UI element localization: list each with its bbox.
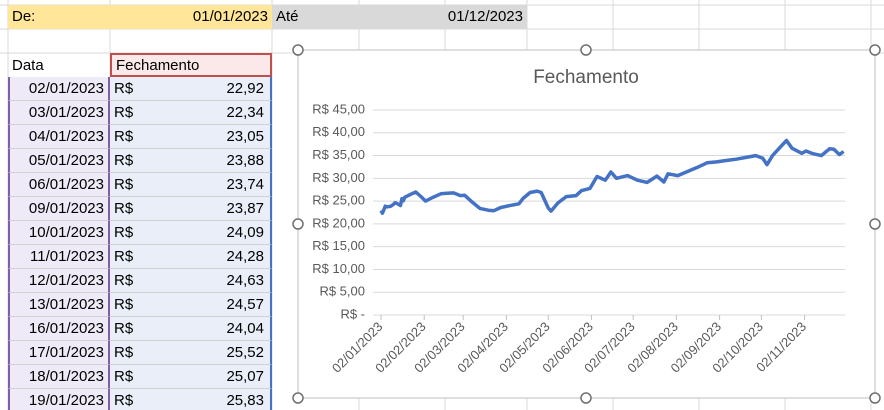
column-header: Fechamento (110, 53, 272, 77)
y-tick-label: R$ 10,00 (312, 261, 365, 276)
y-tick-label: R$ - (340, 306, 365, 321)
to-label: Até (276, 8, 299, 25)
value-cell: 25,52 (226, 344, 264, 361)
value-cell: 23,87 (226, 200, 264, 217)
from-value: 01/01/2023 (192, 8, 268, 25)
date-cell: 12/01/2023 (8, 269, 110, 293)
resize-handles[interactable] (292, 44, 881, 404)
y-tick-label: R$ 5,00 (319, 284, 365, 299)
currency-cell: R$ (110, 149, 272, 173)
currency-cell: R$ (110, 197, 272, 221)
currency-cell: R$ (110, 125, 272, 149)
y-tick-label: R$ 15,00 (312, 238, 365, 253)
value-cell: 23,05 (226, 128, 264, 145)
date-cell: 13/01/2023 (8, 293, 110, 317)
date-cell: 18/01/2023 (8, 365, 110, 389)
currency-cell: R$ (110, 245, 272, 269)
date-cell: 02/01/2023 (8, 77, 110, 101)
value-cell: 24,09 (226, 224, 264, 241)
date-cell: 09/01/2023 (8, 197, 110, 221)
value-cell: 25,07 (226, 368, 264, 385)
value-cell: 23,88 (226, 152, 264, 169)
currency-cell: R$ (110, 77, 272, 101)
date-cell: 05/01/2023 (8, 149, 110, 173)
date-cell: 10/01/2023 (8, 221, 110, 245)
price-line (379, 138, 845, 215)
date-cell: 06/01/2023 (8, 173, 110, 197)
y-tick-label: R$ 25,00 (312, 193, 365, 208)
value-cell: 24,28 (226, 248, 264, 265)
value-cell: 24,63 (226, 272, 264, 289)
y-tick-label: R$ 35,00 (312, 147, 365, 162)
y-tick-label: R$ 40,00 (312, 124, 365, 139)
value-cell: 24,57 (226, 296, 264, 313)
y-tick-label: R$ 45,00 (312, 101, 365, 116)
date-cell: 03/01/2023 (8, 101, 110, 125)
currency-cell: R$ (110, 101, 272, 125)
currency-cell: R$ (110, 269, 272, 293)
value-cell: 23,74 (226, 176, 264, 193)
to-value: 01/12/2023 (447, 8, 523, 25)
from-label: De: (12, 8, 36, 25)
date-cell: 19/01/2023 (8, 389, 110, 410)
currency-cell: R$ (110, 221, 272, 245)
chart-title: Fechamento (533, 67, 639, 88)
from-cell-bg (8, 5, 272, 29)
date-cell: 04/01/2023 (8, 125, 110, 149)
currency-cell: R$ (110, 173, 272, 197)
currency-cell: R$ (110, 293, 272, 317)
value-cell: 25,83 (226, 392, 264, 409)
currency-cell: R$ (110, 341, 272, 365)
currency-cell: R$ (110, 365, 272, 389)
value-cell: 22,92 (226, 80, 264, 97)
date-cell: 17/01/2023 (8, 341, 110, 365)
to-cell-bg (272, 5, 527, 29)
date-cell: 11/01/2023 (8, 245, 110, 269)
currency-cell: R$ (110, 389, 272, 410)
y-tick-label: R$ 30,00 (312, 170, 365, 185)
y-tick-label: R$ 20,00 (312, 215, 365, 230)
date-cell: 16/01/2023 (8, 317, 110, 341)
currency-cell: R$ (110, 317, 272, 341)
value-cell: 24,04 (226, 320, 264, 337)
value-cell: 22,34 (226, 104, 264, 121)
